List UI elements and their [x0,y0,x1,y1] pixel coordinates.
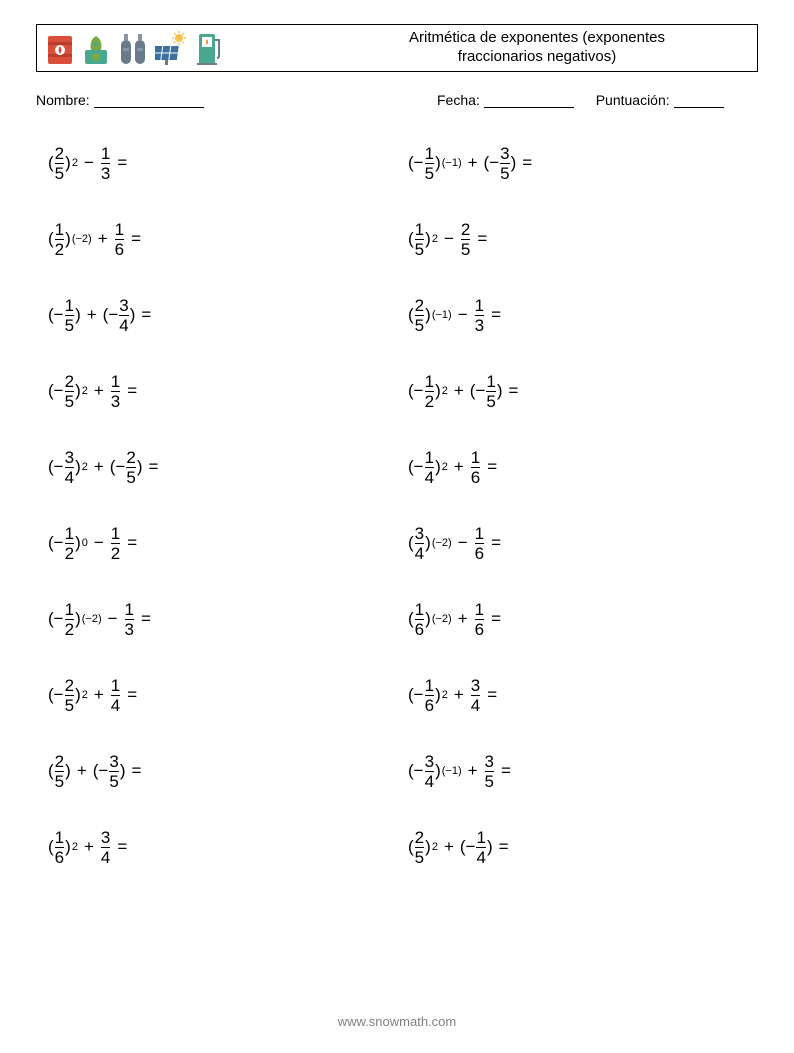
problem: (−34)(−1)+35= [408,750,758,792]
problem: (−25)2+14= [48,674,398,716]
name-label: Nombre: [36,92,90,108]
worksheet-title: Aritmética de exponentes (exponentes fra… [325,29,749,67]
footer-text: www.snowmath.com [0,1014,794,1029]
problem: (34)(−2)−16= [408,522,758,564]
problem: (25)2−13= [48,142,398,184]
info-row: Nombre: Fecha: Puntuación: [36,92,758,108]
date-blank[interactable] [484,94,574,108]
problem: (−34)2+(−25)= [48,446,398,488]
problem: (15)2−25= [408,218,758,260]
problem: (12)(−2)+16= [48,218,398,260]
problem: (16)(−2)+16= [408,598,758,640]
header-icons [45,30,325,66]
date-label: Fecha: [437,92,480,108]
solar-icon [155,30,189,66]
problem: (−12)0−12= [48,522,398,564]
problem: (−14)2+16= [408,446,758,488]
problem: (−15)+(−34)= [48,294,398,336]
problem: (16)2+34= [48,826,398,868]
problem: (−12)(−2)−13= [48,598,398,640]
name-blank[interactable] [94,94,204,108]
pump-icon [195,30,223,66]
barrel-icon [45,30,75,66]
problem: (−12)2+(−15)= [408,370,758,412]
problem: (25)(−1)−13= [408,294,758,336]
tanks-icon [117,30,149,66]
score-label: Puntuación: [596,92,670,108]
problem: (−16)2+34= [408,674,758,716]
problems-grid: (25)2−13=(−15)(−1)+(−35)=(12)(−2)+16=(15… [36,142,758,868]
biofuel-icon [81,30,111,66]
worksheet-header: Aritmética de exponentes (exponentes fra… [36,24,758,72]
problem: (25)+(−35)= [48,750,398,792]
problem: (−25)2+13= [48,370,398,412]
problem: (−15)(−1)+(−35)= [408,142,758,184]
problem: (25)2+(−14)= [408,826,758,868]
score-blank[interactable] [674,94,724,108]
